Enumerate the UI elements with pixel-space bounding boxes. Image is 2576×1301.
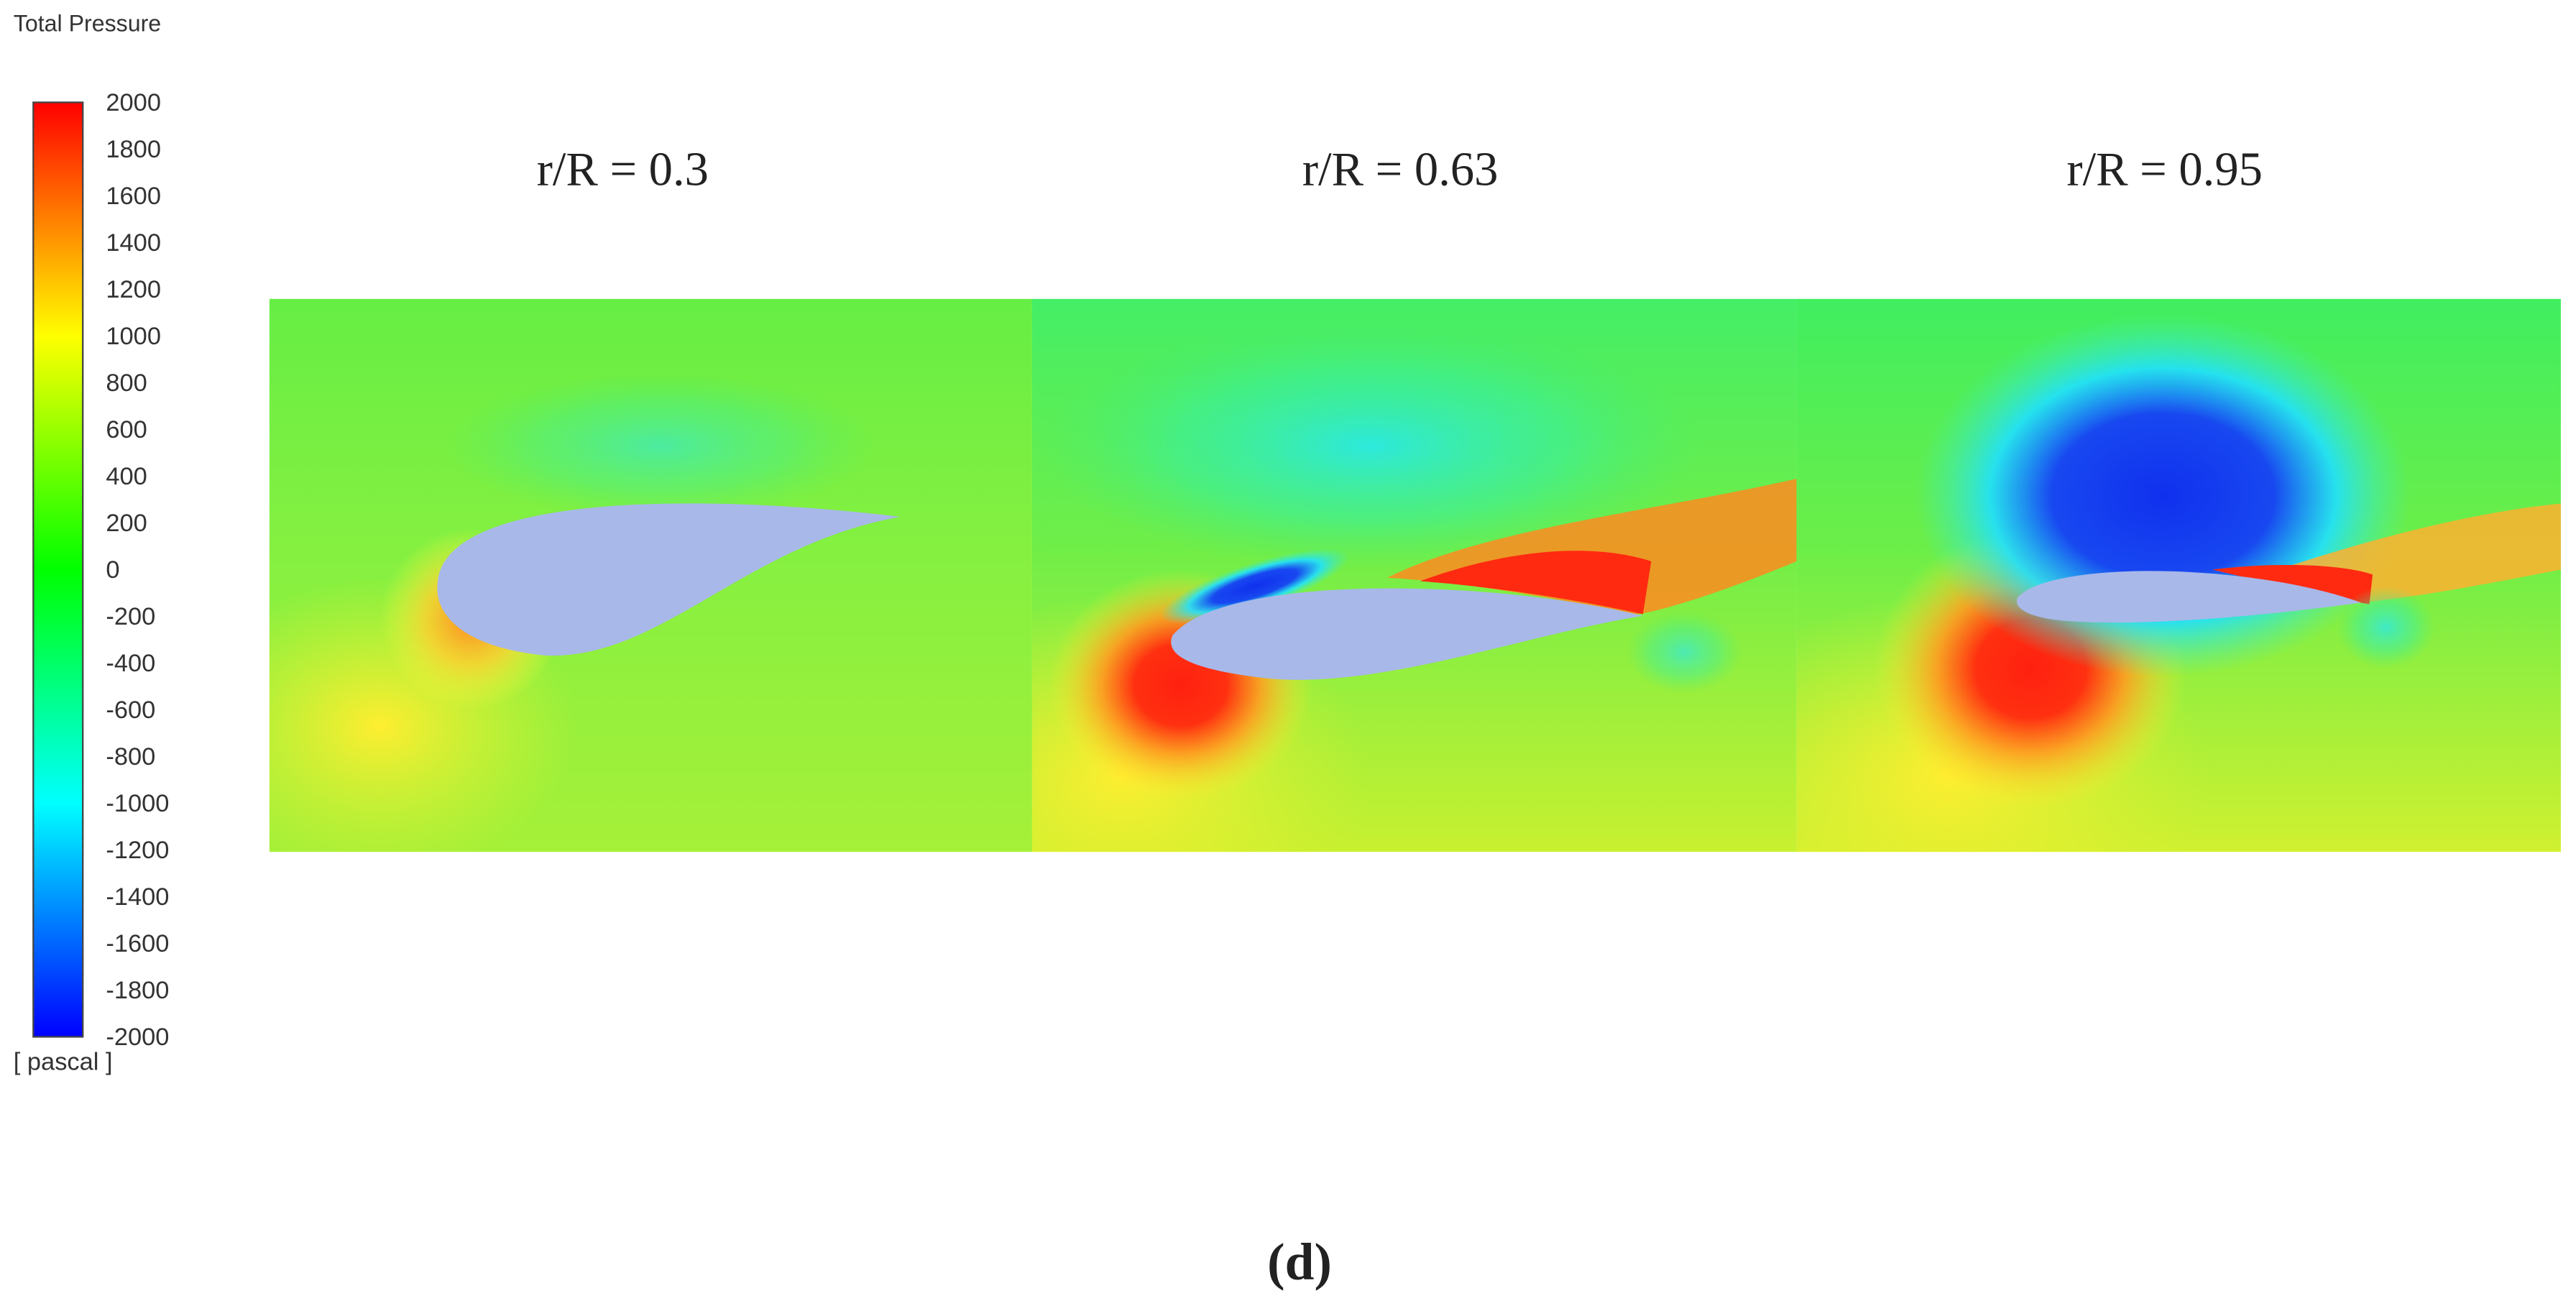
colorbar-tick-label: 200 — [106, 510, 147, 537]
colorbar-tick-label: -200 — [106, 603, 155, 630]
colorbar-tick-label: 1600 — [106, 183, 161, 210]
colorbar-tick-label: -800 — [106, 743, 155, 771]
legend-title: Total Pressure — [14, 11, 161, 37]
colorbar-tick-label: 2000 — [106, 89, 161, 116]
caption: (d) — [1267, 1233, 1332, 1291]
colorbar-tick-label: 0 — [106, 556, 119, 584]
colorbar-ticks: 2000180016001400120010008006004002000-20… — [106, 89, 169, 1051]
colorbar-tick-label: -1400 — [106, 883, 169, 911]
colorbar-tick-label: 600 — [106, 416, 147, 443]
colorbar-tick-label: 800 — [106, 369, 147, 397]
contour-panel — [1031, 298, 1797, 852]
colorbar-tick-label: 1400 — [106, 229, 161, 257]
legend-unit: [ pascal ] — [14, 1048, 113, 1075]
colorbar-tick-label: 1800 — [106, 136, 161, 163]
colorbar-tick-label: 400 — [106, 463, 147, 490]
airfoil — [1171, 588, 1643, 680]
airfoil — [437, 503, 901, 656]
panel-label: r/R = 0.3 — [537, 143, 709, 196]
airfoil — [2016, 571, 2362, 623]
colorbar-tick-label: 1200 — [106, 276, 161, 303]
colorbar-tick-label: -600 — [106, 697, 155, 724]
colorbar-tick-label: -400 — [106, 650, 155, 677]
panel-labels: r/R = 0.3 r/R = 0.63 r/R = 0.95 — [537, 143, 2263, 196]
colorbar-tick-label: -1200 — [106, 837, 169, 864]
panel-label: r/R = 0.63 — [1302, 143, 1499, 196]
colorbar-tick-label: -1600 — [106, 930, 169, 957]
colorbar-tick-label: 1000 — [106, 323, 161, 350]
panel-label: r/R = 0.95 — [2066, 143, 2263, 196]
colorbar — [32, 101, 84, 1038]
colorbar-tick-label: -1800 — [106, 977, 169, 1004]
contour-panel — [1796, 298, 2561, 852]
colorbar-tick-label: -2000 — [106, 1024, 169, 1051]
contour-panel — [269, 298, 1032, 852]
colorbar-tick-label: -1000 — [106, 790, 169, 817]
